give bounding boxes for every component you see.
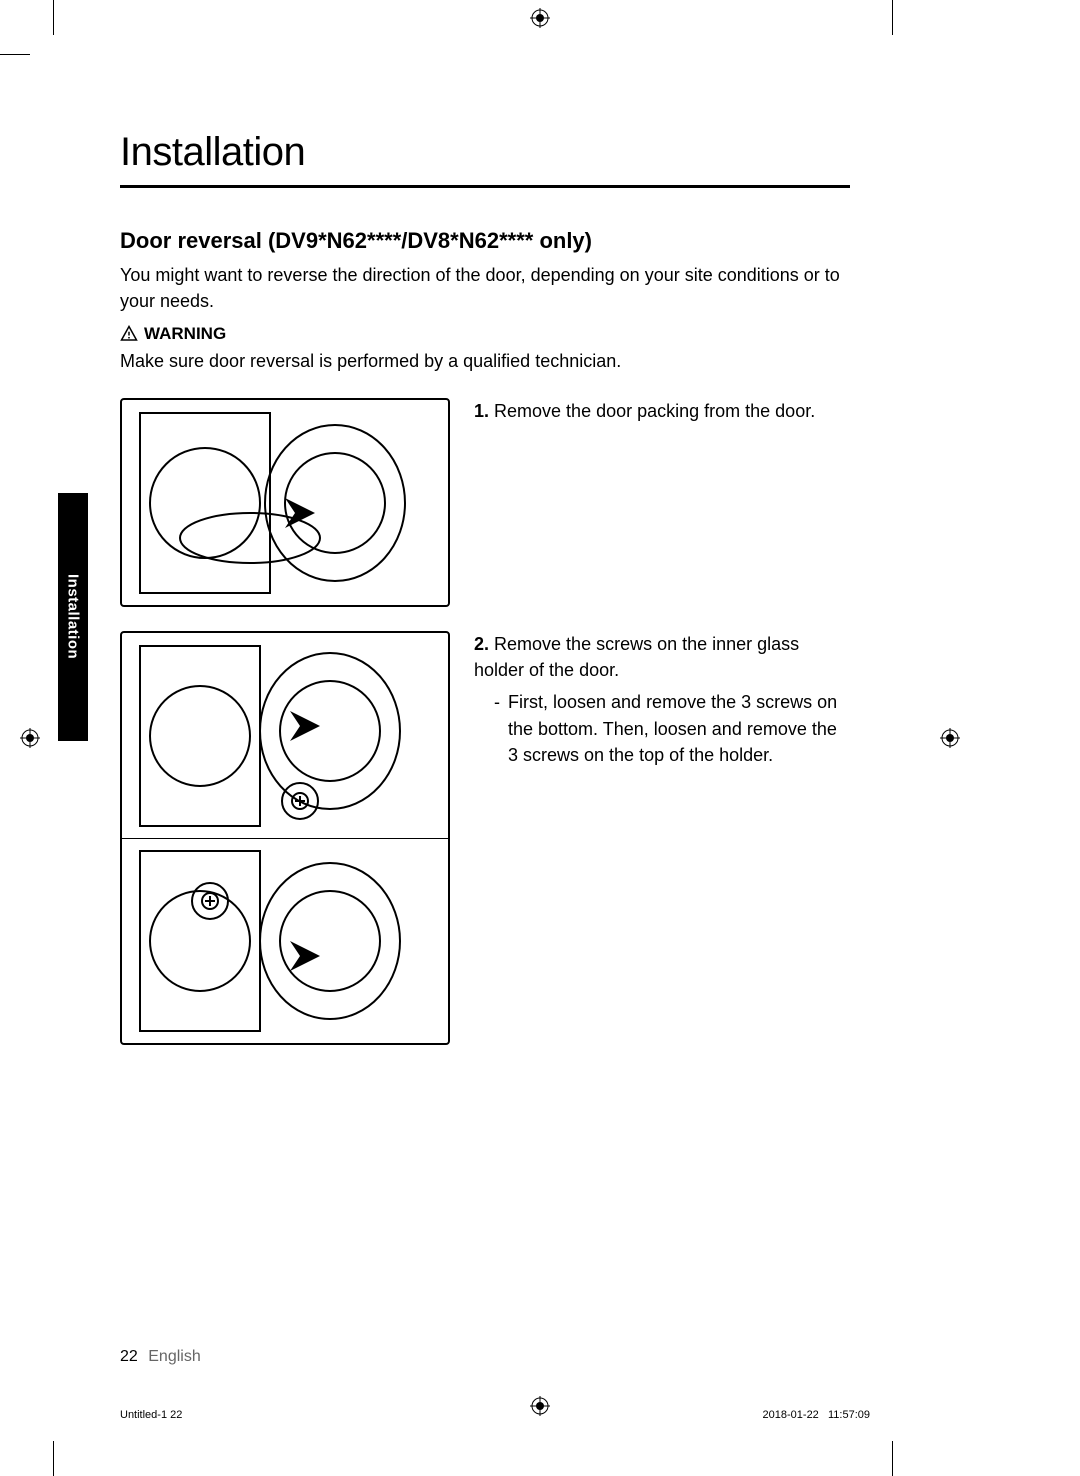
step-2: 2. Remove the screws on the inner glass … xyxy=(120,631,850,1045)
side-tab: Installation xyxy=(58,493,88,741)
registration-mark-icon xyxy=(530,8,550,28)
side-tab-label: Installation xyxy=(65,574,82,659)
step-1: 1. Remove the door packing from the door… xyxy=(120,398,850,607)
dryer-door-illustration xyxy=(135,641,435,831)
figure-panel xyxy=(122,838,448,1043)
crop-mark xyxy=(53,1441,54,1476)
step-1-figure xyxy=(120,398,450,607)
dryer-door-illustration xyxy=(135,846,435,1036)
step-1-body: 1. Remove the door packing from the door… xyxy=(474,398,850,424)
step-sublist: First, loosen and remove the 3 screws on… xyxy=(474,689,850,767)
warning-row: WARNING xyxy=(120,324,850,344)
warning-label: WARNING xyxy=(144,324,226,344)
crop-mark xyxy=(53,0,54,35)
page-language: English xyxy=(148,1348,200,1365)
crop-mark xyxy=(0,54,30,55)
warning-icon xyxy=(120,325,138,343)
dryer-door-illustration xyxy=(135,408,435,598)
registration-mark-icon xyxy=(20,728,40,748)
step-text: Remove the door packing from the door. xyxy=(494,401,815,421)
crop-mark xyxy=(892,1441,893,1476)
registration-mark-icon xyxy=(530,1396,550,1416)
figure-panel xyxy=(122,633,448,838)
section-heading: Door reversal (DV9*N62****/DV8*N62**** o… xyxy=(120,228,850,254)
step-2-body: 2. Remove the screws on the inner glass … xyxy=(474,631,850,767)
doc-time: 11:57:09 xyxy=(828,1409,870,1421)
page-number: 22 xyxy=(120,1348,138,1365)
figure-panel xyxy=(122,400,448,605)
step-number: 1. xyxy=(474,401,489,421)
page-title: Installation xyxy=(120,130,850,175)
steps-list: 1. Remove the door packing from the door… xyxy=(120,398,850,1045)
step-number: 2. xyxy=(474,634,489,654)
step-sublist-item: First, loosen and remove the 3 screws on… xyxy=(494,689,850,767)
doc-meta-left: Untitled-1 22 xyxy=(120,1409,182,1421)
step-text: Remove the screws on the inner glass hol… xyxy=(474,634,799,680)
crop-mark xyxy=(892,0,893,35)
step-2-figure xyxy=(120,631,450,1045)
registration-mark-icon xyxy=(940,728,960,748)
intro-text: You might want to reverse the direction … xyxy=(120,262,850,314)
doc-date: 2018-01-22 xyxy=(763,1409,819,1421)
warning-text: Make sure door reversal is performed by … xyxy=(120,348,850,374)
page-content: Installation Door reversal (DV9*N62****/… xyxy=(120,130,850,1069)
title-rule xyxy=(120,185,850,188)
doc-meta-right: 2018-01-22 11:57:09 xyxy=(763,1409,870,1421)
page-footer: 22 English xyxy=(120,1348,201,1366)
